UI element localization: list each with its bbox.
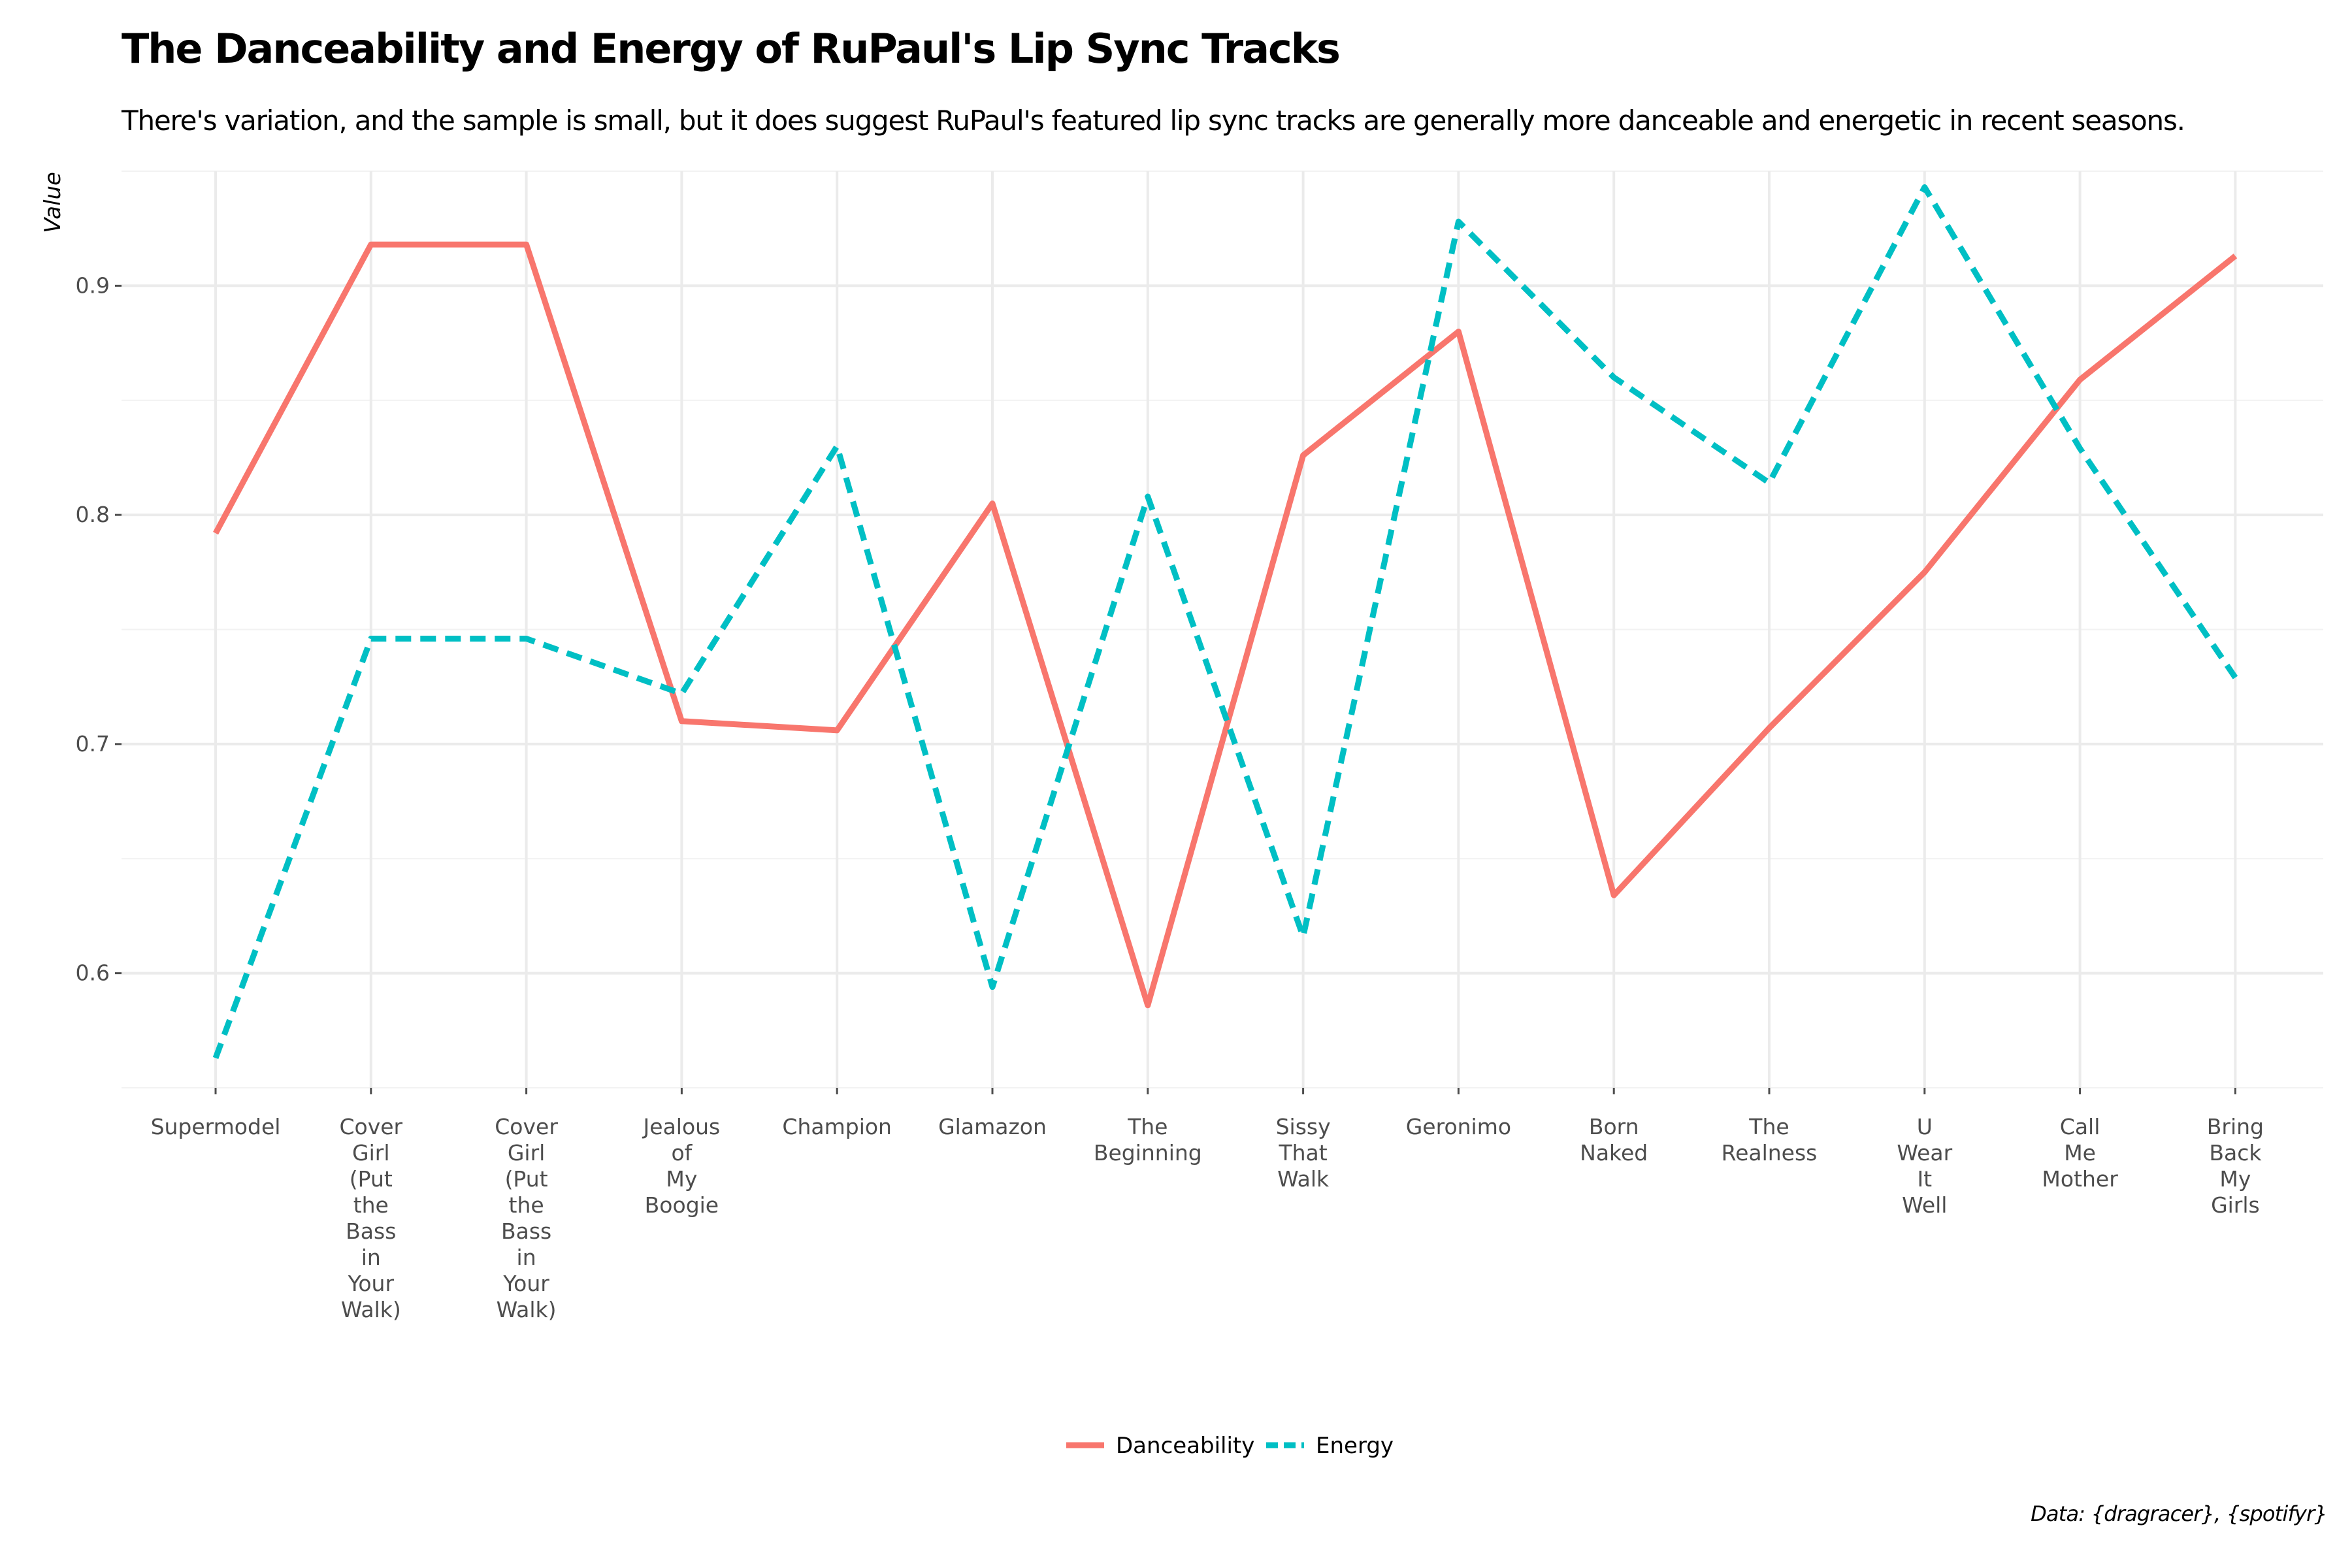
y-tick-label: 0.6	[76, 960, 110, 986]
x-tick-label: U Wear It Well	[1897, 1114, 1952, 1218]
x-tick-label: Bring Back My Girls	[2207, 1114, 2264, 1218]
x-tick-label: Champion	[782, 1114, 892, 1139]
energy-legend-label: Energy	[1316, 1433, 1394, 1459]
y-tick-label: 0.7	[76, 731, 110, 757]
legend: Danceability Energy	[1066, 1433, 1394, 1459]
x-tick-label: The Beginning	[1094, 1114, 1202, 1166]
y-tick-label: 0.9	[76, 272, 110, 298]
chart-subtitle: There's variation, and the sample is sma…	[122, 105, 2185, 137]
x-tick-label: Glamazon	[938, 1114, 1047, 1139]
chart-title: The Danceability and Energy of RuPaul's …	[122, 25, 1341, 73]
y-axis-title: Value	[40, 172, 66, 233]
data-source-caption: Data: {dragracer}, {spotifyr}	[2031, 1501, 2328, 1526]
x-tick-label: Geronimo	[1406, 1114, 1511, 1139]
series-lines	[212, 184, 2238, 1059]
x-tick-label: Jealous of My Boogie	[642, 1114, 721, 1218]
x-tick-label: Cover Girl (Put the Bass in Your Walk)	[495, 1114, 558, 1322]
gridlines	[122, 171, 2323, 1088]
y-tick-label: 0.8	[76, 502, 110, 527]
x-tick-label: Sissy That Walk	[1276, 1114, 1331, 1192]
x-tick-label: Call Me Mother	[2042, 1114, 2118, 1192]
axes: 0.6 0.7 0.8 0.9 Value Supermodel Cover Girl (Put…	[40, 172, 2264, 1322]
energy-line	[212, 184, 2238, 1059]
x-tick-label: Cover Girl (Put the Bass in Your Walk)	[339, 1114, 402, 1322]
danceability-line	[213, 241, 2238, 1009]
x-tick-label: Born Naked	[1580, 1114, 1648, 1166]
x-tick-label: Supermodel	[151, 1114, 281, 1139]
x-tick-label: The Realness	[1722, 1114, 1818, 1166]
danceability-legend-label: Danceability	[1116, 1433, 1254, 1459]
